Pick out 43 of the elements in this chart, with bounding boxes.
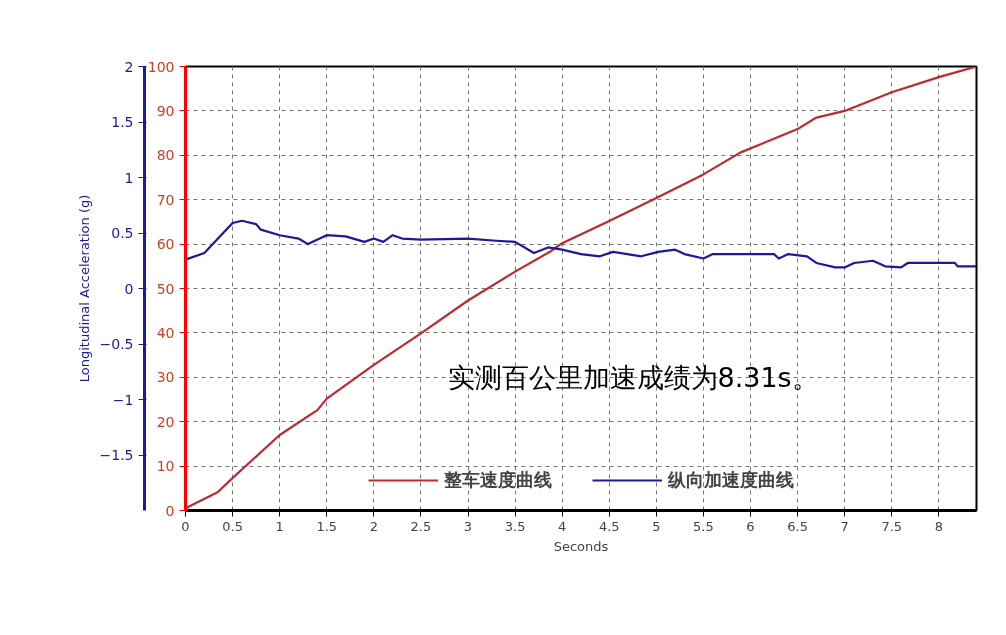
y-tick-label: 90 [156, 102, 175, 119]
y-tick-label: 100 [147, 58, 175, 75]
y2-tick-label: −1 [112, 391, 134, 408]
line-series [185, 219, 977, 269]
x-tick-label: 5.5 [693, 518, 714, 534]
x-tick-label: 7.5 [881, 518, 903, 534]
x-tick-label: 1 [275, 518, 284, 534]
x-tick-label: 2 [369, 518, 378, 534]
y2-tick-label: 1.5 [111, 114, 134, 130]
legend-label: 整车速度曲线 [443, 468, 552, 492]
y-tick-label: 80 [156, 147, 175, 164]
y2-tick-label: 2 [124, 58, 134, 75]
line-series [185, 66, 977, 510]
x-tick-label: 6 [746, 518, 755, 534]
y-tick-label: 20 [156, 413, 175, 430]
y-tick-label: 40 [156, 324, 175, 341]
x-tick-label: 6.5 [787, 518, 808, 534]
x-tick-label: 4 [558, 518, 567, 534]
x-tick-label: 3.5 [504, 518, 526, 534]
y-tick-label: 0 [165, 502, 175, 519]
x-tick-label: 0 [181, 518, 190, 534]
y2-tick-label: −1.5 [99, 447, 134, 463]
x-tick-label: 2.5 [410, 518, 432, 534]
x-tick-label: 3 [463, 518, 473, 534]
annotation: 实测百公里加速成绩为8.31s。 [447, 361, 819, 393]
x-tick-label: 5 [652, 518, 661, 534]
y2-tick-label: 0.5 [111, 225, 134, 241]
y-tick-label: 10 [156, 458, 175, 475]
y2-axis-title: Longitudinal Acceleration (g) [76, 194, 92, 383]
y2-tick-label: 0 [124, 280, 134, 297]
x-axis-title: Seconds [553, 538, 609, 554]
x-tick-label: 1.5 [316, 518, 338, 534]
legend-label: 纵向加速度曲线 [667, 468, 794, 492]
y-tick-label: 50 [156, 280, 175, 297]
y-tick-label: 60 [156, 236, 175, 253]
x-tick-label: 7 [840, 518, 849, 534]
x-tick-label: 4.5 [598, 518, 620, 534]
x-tick-label: 0.5 [222, 518, 243, 534]
y-tick-label: 30 [156, 369, 175, 386]
y2-tick-label: 1 [124, 169, 134, 186]
y-tick-label: 70 [156, 191, 175, 208]
x-tick-label: 8 [934, 518, 943, 534]
y2-tick-label: −0.5 [99, 336, 134, 352]
